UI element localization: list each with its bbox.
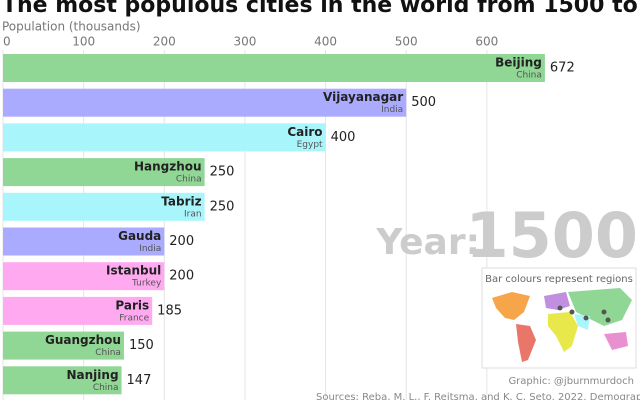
bar-label: Istanbul [106, 264, 161, 278]
bar-country: India [139, 244, 161, 254]
x-tick-label: 0 [3, 35, 11, 49]
x-tick-label: 500 [395, 35, 418, 49]
legend-title: Bar colours represent regions [485, 274, 633, 285]
value-label: 500 [411, 95, 436, 110]
bar [3, 296, 153, 325]
bar-country: China [93, 383, 119, 393]
bar-label: Gauda [118, 229, 161, 243]
value-label: 150 [129, 338, 154, 353]
bar [3, 54, 545, 82]
bar-country: China [176, 175, 202, 185]
bar-label: Tabriz [161, 194, 201, 208]
bar-label: Nanjing [66, 368, 118, 382]
year-label: Year: [375, 222, 480, 263]
bar-label: Vijayanagar [323, 90, 403, 104]
value-label: 200 [169, 269, 194, 284]
bar-country: Egypt [297, 140, 323, 150]
value-label: 250 [210, 199, 235, 214]
axis-label: Population (thousands) [2, 20, 141, 34]
value-label: 250 [210, 165, 235, 180]
bar-country: China [516, 71, 542, 81]
credit: Graphic: @jburnmurdoch [508, 376, 634, 387]
bar-label: Paris [115, 298, 149, 312]
bar-label: Hangzhou [134, 160, 202, 174]
bar [3, 227, 165, 256]
bar [3, 158, 205, 187]
x-tick-label: 100 [72, 35, 95, 49]
value-label: 400 [331, 130, 356, 145]
bar [3, 331, 124, 360]
bar-country: India [381, 105, 403, 115]
value-label: 185 [157, 303, 182, 318]
chart-title: The most populous cities in the world fr… [2, 0, 640, 18]
bar-country: Turkey [131, 279, 162, 289]
region-map [492, 288, 632, 362]
sources: Sources: Reba, M. L., F. Reitsma, and K.… [316, 392, 640, 400]
x-tick-label: 300 [233, 35, 256, 49]
bar-label: Beijing [495, 56, 542, 70]
bar-label: Guangzhou [45, 333, 121, 347]
bar [3, 262, 165, 291]
value-label: 672 [550, 61, 575, 76]
bar [3, 192, 205, 221]
bar [3, 366, 122, 395]
bar [3, 88, 407, 117]
bar-country: Iran [184, 209, 202, 219]
bar-label: Cairo [287, 125, 322, 139]
value-label: 147 [127, 373, 152, 388]
x-tick-label: 600 [475, 35, 498, 49]
year: 1500 [465, 199, 638, 272]
x-tick-label: 200 [153, 35, 176, 49]
bar-country: China [95, 348, 121, 358]
x-tick-label: 400 [314, 35, 337, 49]
bar [3, 123, 326, 152]
value-label: 200 [169, 234, 194, 249]
bar-country: France [119, 313, 149, 323]
